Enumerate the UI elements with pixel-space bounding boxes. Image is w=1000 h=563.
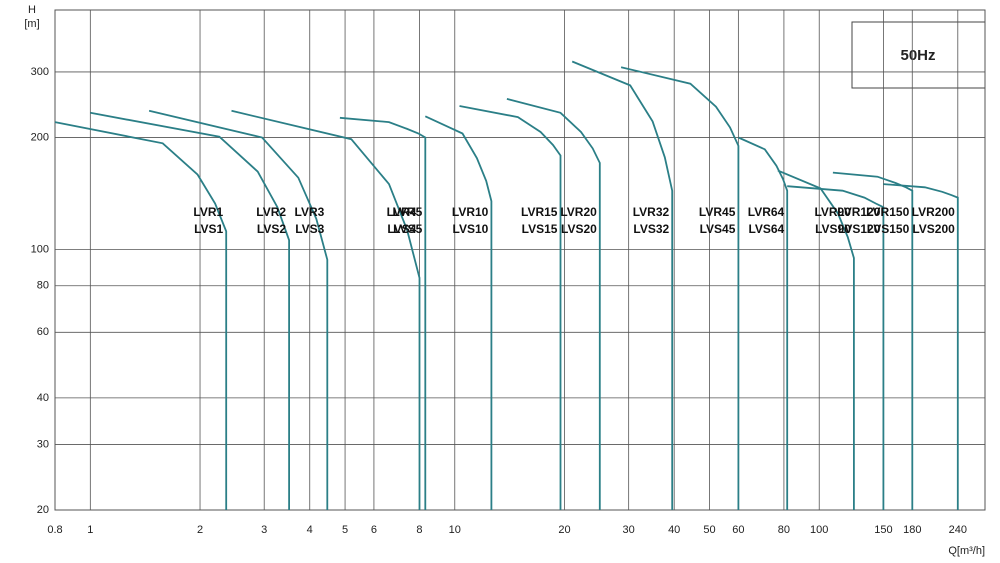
curve-label: LVS32 — [633, 222, 669, 236]
curve-label: LVR3 — [295, 205, 325, 219]
curve-label: LVR4 — [387, 205, 417, 219]
curve-label: LVR5 — [392, 205, 422, 219]
x-tick-label: 180 — [903, 524, 921, 536]
x-tick-label: 240 — [949, 524, 967, 536]
x-tick-label: 5 — [342, 524, 348, 536]
curve-label: LVS4 — [387, 222, 416, 236]
title-box — [851, 21, 986, 89]
curve-label: LVS2 — [257, 222, 286, 236]
pump-curve — [90, 111, 290, 510]
y-tick-label: 80 — [37, 280, 49, 292]
plot-frame — [54, 9, 986, 511]
curve-label: LVS45 — [700, 222, 736, 236]
x-tick-label: 100 — [810, 524, 828, 536]
pump-curve — [148, 109, 329, 510]
curve-label: LVS120 — [838, 222, 881, 236]
curve-label: LVS5 — [393, 222, 422, 236]
curve-label: LVR1 — [193, 205, 223, 219]
curve-label: LVR15 — [521, 205, 558, 219]
y-tick-label: 30 — [37, 438, 49, 450]
curve-label: LVR120 — [837, 205, 880, 219]
curve-label: LVR150 — [866, 205, 909, 219]
x-tick-label: 10 — [449, 524, 461, 536]
curve-label: LVR20 — [560, 205, 597, 219]
x-tick-label: 150 — [874, 524, 892, 536]
y-tick-label: 300 — [31, 66, 49, 78]
x-tick-label: 6 — [371, 524, 377, 536]
x-tick-label: 20 — [558, 524, 570, 536]
x-tick-label: 50 — [703, 524, 715, 536]
pump-curve — [883, 183, 959, 510]
curve-label: LVS90 — [815, 222, 851, 236]
y-axis-label: H — [28, 4, 36, 16]
x-tick-label: 80 — [778, 524, 790, 536]
y-tick-label: 20 — [37, 504, 49, 516]
pump-curve — [787, 185, 885, 510]
pump-curve — [571, 60, 674, 510]
pump-curve — [506, 98, 601, 510]
x-tick-label: 0.8 — [47, 524, 62, 536]
curve-label: LVR90 — [814, 205, 851, 219]
curve-label: LVS10 — [453, 222, 489, 236]
x-tick-label: 3 — [261, 524, 267, 536]
x-tick-label: 2 — [197, 524, 203, 536]
curve-label: LVS200 — [912, 222, 955, 236]
curve-label: LVS3 — [295, 222, 324, 236]
pump-curve — [231, 109, 421, 510]
curve-label: LVS64 — [748, 222, 784, 236]
y-tick-label: 100 — [31, 244, 49, 256]
curve-label: LVR45 — [699, 205, 736, 219]
y-tick-label: 60 — [37, 326, 49, 338]
y-tick-label: 40 — [37, 392, 49, 404]
pump-curve — [54, 121, 228, 510]
x-tick-label: 60 — [732, 524, 744, 536]
x-tick-label: 4 — [307, 524, 313, 536]
x-tick-label: 40 — [668, 524, 680, 536]
curve-label: LVR10 — [452, 205, 489, 219]
chart-title: 50Hz — [900, 47, 935, 64]
x-axis-label: Q[m³/h] — [948, 545, 985, 557]
pump-curve — [339, 116, 427, 510]
y-axis-label: [m] — [24, 18, 39, 30]
curve-label: LVS20 — [561, 222, 597, 236]
curve-label: LVR200 — [912, 205, 955, 219]
pump-curve — [777, 169, 855, 510]
curve-label: LVR64 — [748, 205, 785, 219]
curve-label: LVS15 — [522, 222, 558, 236]
curve-label: LVS150 — [867, 222, 910, 236]
curve-label: LVR32 — [633, 205, 670, 219]
y-tick-label: 200 — [31, 131, 49, 143]
pump-curve — [620, 66, 740, 510]
curve-label: LVR2 — [256, 205, 286, 219]
x-tick-label: 1 — [87, 524, 93, 536]
x-tick-label: 30 — [623, 524, 635, 536]
x-tick-label: 8 — [416, 524, 422, 536]
pump-curve — [424, 115, 493, 510]
pump-curve — [459, 105, 562, 510]
curve-label: LVS1 — [194, 222, 223, 236]
pump-curve — [738, 136, 789, 510]
